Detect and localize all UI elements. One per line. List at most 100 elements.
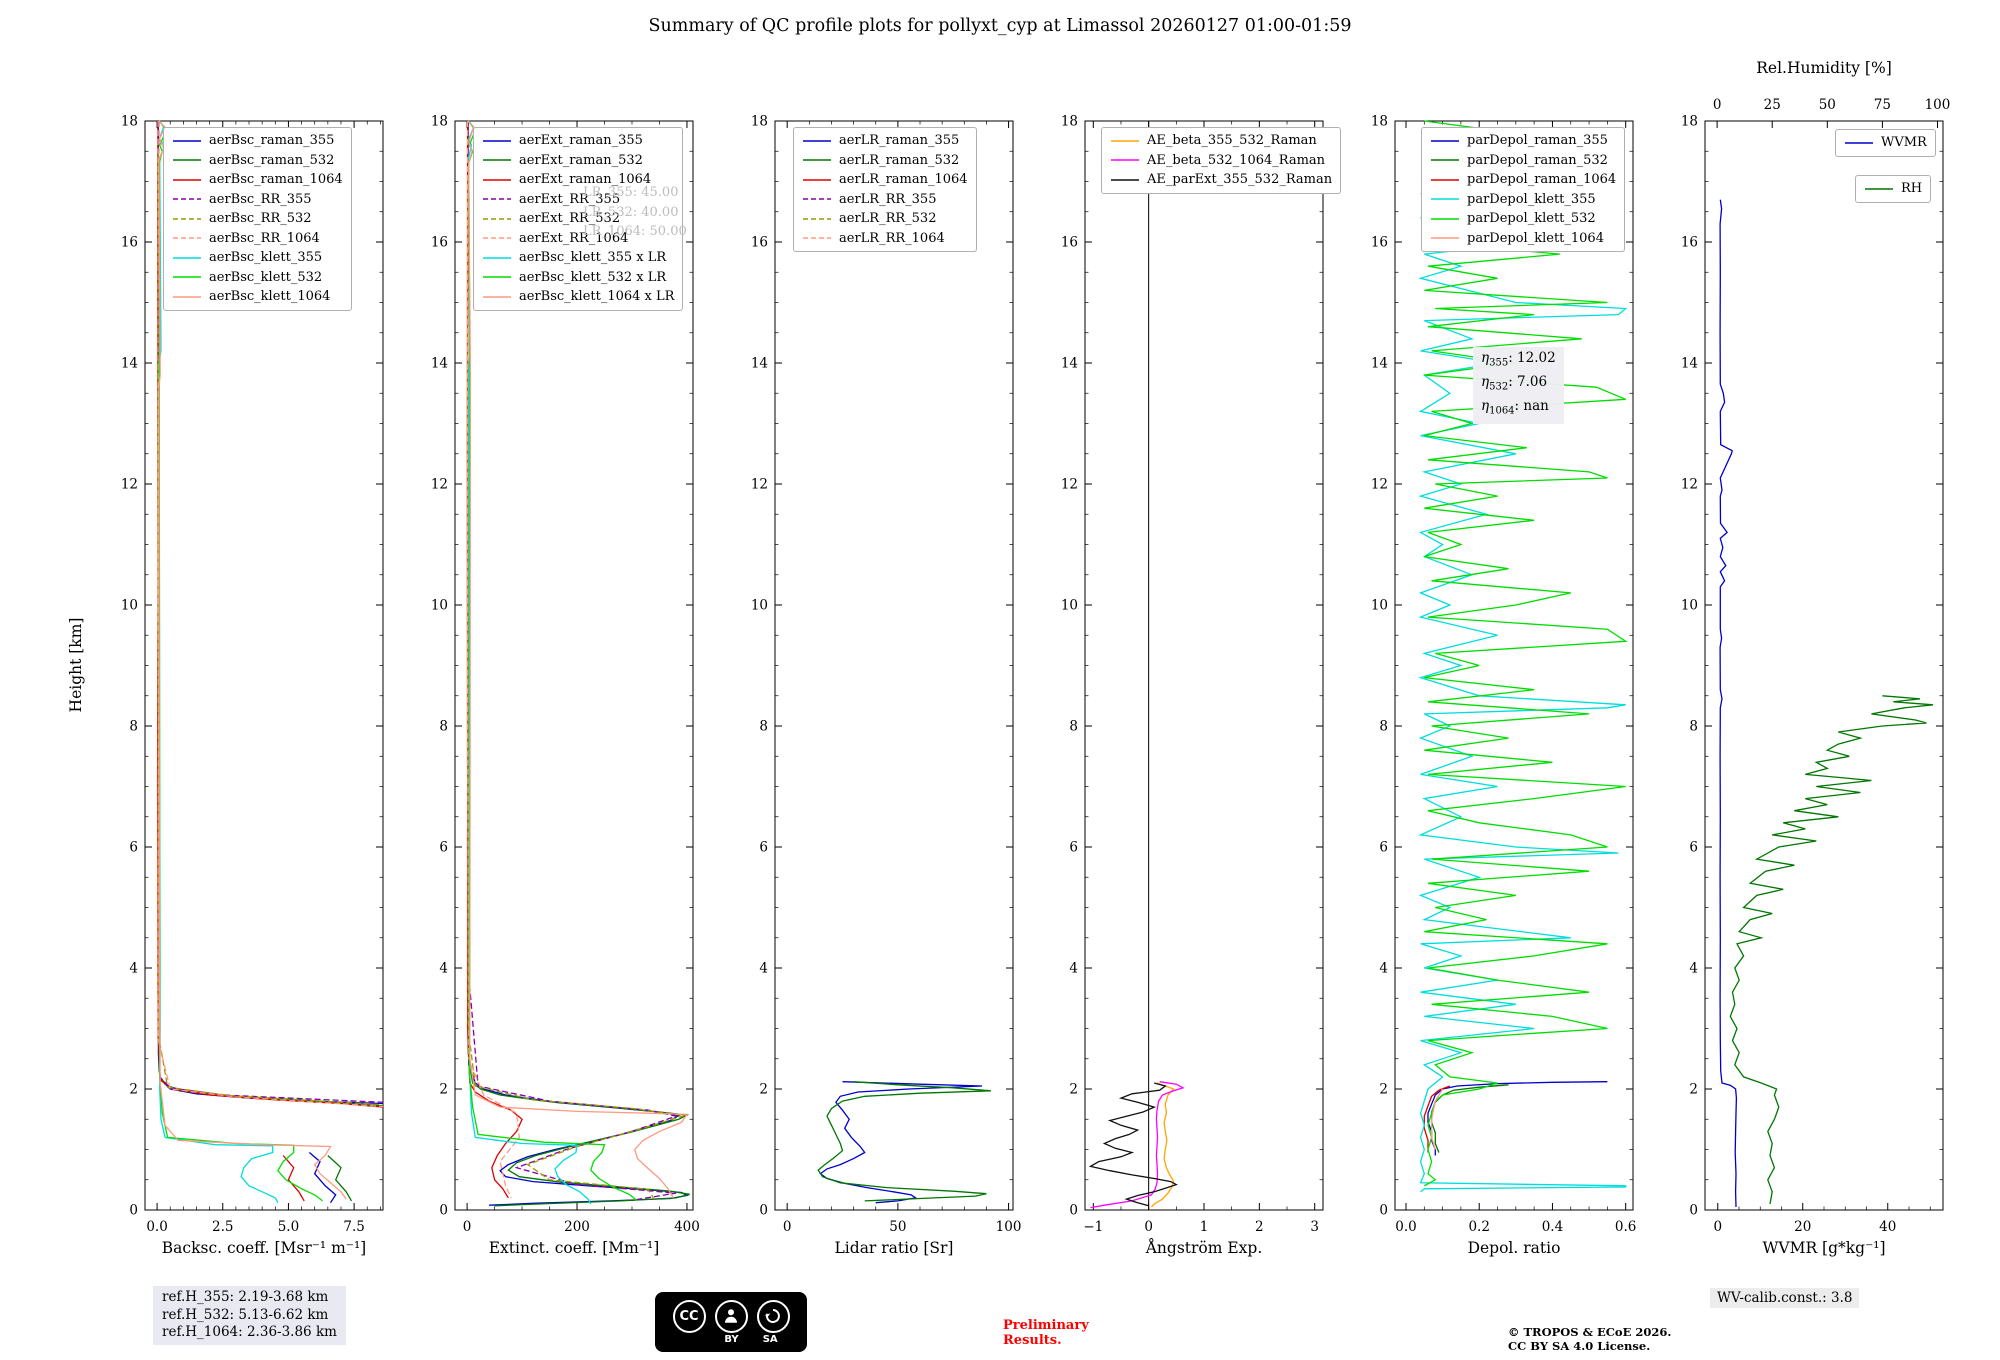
svg-text:2: 2 bbox=[439, 1082, 448, 1098]
legend-label: parDepol_klett_1064 bbox=[1467, 230, 1604, 246]
svg-text:7.5: 7.5 bbox=[343, 1219, 364, 1235]
series-aerBsc_raman_1064 bbox=[282, 1155, 305, 1202]
legend-item: aerBsc_RR_532 bbox=[172, 209, 343, 229]
ref-h-355: ref.H_355: 2.19-3.68 km bbox=[162, 1289, 329, 1305]
svg-text:12: 12 bbox=[121, 477, 138, 493]
svg-text:10: 10 bbox=[121, 598, 138, 614]
series-aerExt_RR_1064 bbox=[466, 121, 520, 1199]
legend-label: aerLR_RR_532 bbox=[839, 211, 937, 227]
svg-text:50: 50 bbox=[1819, 97, 1836, 113]
legend-label: aerExt_RR_1064 bbox=[519, 230, 629, 246]
svg-text:18: 18 bbox=[431, 114, 448, 130]
svg-text:8: 8 bbox=[759, 719, 768, 735]
series-RH bbox=[1729, 695, 1934, 1205]
svg-text:0: 0 bbox=[1379, 1203, 1388, 1219]
legend-backscatter: aerBsc_raman_355 aerBsc_raman_532 aerBsc_r… bbox=[163, 127, 352, 311]
legend-line-sample-icon bbox=[483, 198, 511, 201]
svg-text:2.5: 2.5 bbox=[212, 1219, 233, 1235]
legend-line-sample-icon bbox=[803, 237, 831, 240]
cc-sharealike-arrow-icon bbox=[756, 1299, 790, 1333]
legend-lidar-ratio: aerLR_raman_355 aerLR_raman_532 aerLR_rama… bbox=[793, 127, 977, 252]
cc-license-badge: CC BY SA bbox=[655, 1292, 807, 1352]
svg-text:0.4: 0.4 bbox=[1542, 1219, 1563, 1235]
legend-label: aerBsc_klett_1064 x LR bbox=[519, 289, 675, 305]
svg-text:14: 14 bbox=[1681, 356, 1698, 372]
svg-text:2: 2 bbox=[129, 1082, 138, 1098]
legend-line-sample-icon bbox=[803, 217, 831, 220]
figure-title: Summary of QC profile plots for pollyxt_… bbox=[648, 16, 1352, 36]
legend-line-sample-icon bbox=[803, 139, 831, 142]
legend-wvmr: RH bbox=[1855, 175, 1932, 203]
svg-text:8: 8 bbox=[1379, 719, 1388, 735]
legend-label: aerBsc_raman_1064 bbox=[209, 172, 343, 188]
legend-line-sample-icon bbox=[483, 159, 511, 162]
legend-label: parDepol_raman_355 bbox=[1467, 133, 1608, 149]
legend-label: AE_beta_355_532_Raman bbox=[1147, 133, 1317, 149]
legend-item: parDepol_raman_355 bbox=[1430, 131, 1616, 151]
legend-label: aerBsc_klett_355 x LR bbox=[519, 250, 667, 266]
svg-text:400: 400 bbox=[674, 1219, 700, 1235]
svg-text:10: 10 bbox=[1371, 598, 1388, 614]
legend-line-sample-icon bbox=[483, 237, 511, 240]
series-parDepol_klett_1064 bbox=[1430, 1088, 1444, 1150]
svg-text:0: 0 bbox=[1689, 1203, 1698, 1219]
svg-text:12: 12 bbox=[751, 477, 768, 493]
legend-line-sample-icon bbox=[173, 295, 201, 298]
legend-item: aerBsc_raman_355 bbox=[172, 131, 343, 151]
series-AE_parExt_355_532_Raman bbox=[1088, 1082, 1178, 1207]
legend-item: aerBsc_raman_532 bbox=[172, 151, 343, 171]
svg-text:14: 14 bbox=[1061, 356, 1078, 372]
x-axis-label-depol: Depol. ratio bbox=[1467, 1239, 1561, 1257]
svg-text:8: 8 bbox=[1069, 719, 1078, 735]
svg-text:14: 14 bbox=[1371, 356, 1388, 372]
legend-label: parDepol_raman_532 bbox=[1467, 152, 1608, 168]
svg-text:6: 6 bbox=[129, 840, 138, 856]
series-parDepol_raman_1064 bbox=[1423, 1085, 1451, 1153]
y-axis-label: Height [km] bbox=[67, 617, 85, 713]
svg-text:0: 0 bbox=[1713, 97, 1722, 113]
svg-text:18: 18 bbox=[1061, 114, 1078, 130]
legend-item: aerLR_RR_532 bbox=[802, 209, 968, 229]
legend-line-sample-icon bbox=[483, 276, 511, 279]
svg-text:18: 18 bbox=[1371, 114, 1388, 130]
svg-text:16: 16 bbox=[1371, 235, 1388, 251]
svg-text:2: 2 bbox=[1069, 1082, 1078, 1098]
legend-item: AE_beta_355_532_Raman bbox=[1110, 131, 1332, 151]
legend-label: aerLR_raman_355 bbox=[839, 133, 960, 149]
svg-text:200: 200 bbox=[564, 1219, 590, 1235]
cc-logo-icon: CC bbox=[672, 1299, 706, 1333]
legend-line-sample-icon bbox=[1431, 178, 1459, 181]
svg-text:0: 0 bbox=[1713, 1219, 1722, 1235]
svg-text:4: 4 bbox=[759, 961, 768, 977]
svg-text:18: 18 bbox=[121, 114, 138, 130]
svg-text:0.6: 0.6 bbox=[1615, 1219, 1636, 1235]
legend-label: aerBsc_raman_532 bbox=[209, 152, 335, 168]
legend-item: aerBsc_klett_1064 x LR bbox=[482, 287, 674, 307]
legend-item: parDepol_raman_532 bbox=[1430, 151, 1616, 171]
panel-wvmr: 0 2 4 6 8 10 12 14 16 18 0 20 40 0 25 50 75 100 Rel.Humidi… bbox=[1681, 59, 1951, 1257]
legend-line-sample-icon bbox=[1111, 159, 1139, 162]
legend-item: AE_beta_532_1064_Raman bbox=[1110, 151, 1332, 171]
svg-text:8: 8 bbox=[1689, 719, 1698, 735]
legend-line-sample-icon bbox=[483, 217, 511, 220]
legend-line-sample-icon bbox=[173, 139, 201, 142]
legend-item: aerExt_RR_1064 bbox=[482, 229, 674, 249]
legend-line-sample-icon bbox=[173, 237, 201, 240]
legend-line-sample-icon bbox=[803, 198, 831, 201]
legend-line-sample-icon bbox=[173, 178, 201, 181]
legend-label: aerBsc_raman_355 bbox=[209, 133, 335, 149]
plot-area-depol: 0 2 4 6 8 10 12 14 16 18 0.0 0.2 0.4 0.6 bbox=[1371, 114, 1637, 1235]
svg-text:4: 4 bbox=[439, 961, 448, 977]
svg-text:0.2: 0.2 bbox=[1468, 1219, 1489, 1235]
legend-item: aerBsc_RR_1064 bbox=[172, 229, 343, 249]
svg-text:14: 14 bbox=[751, 356, 768, 372]
svg-text:18: 18 bbox=[751, 114, 768, 130]
legend-label: RH bbox=[1901, 181, 1923, 197]
legend-label: AE_parExt_355_532_Raman bbox=[1147, 172, 1333, 188]
legend-item: aerLR_RR_1064 bbox=[802, 229, 968, 249]
series-aerBsc_RR_1064 bbox=[157, 120, 384, 1108]
panel-depol: 0 2 4 6 8 10 12 14 16 18 0.0 0.2 0.4 0.6 Depol. ratio η… bbox=[1371, 114, 1637, 1257]
series-AE_beta_355_532_Raman bbox=[1150, 1082, 1175, 1208]
